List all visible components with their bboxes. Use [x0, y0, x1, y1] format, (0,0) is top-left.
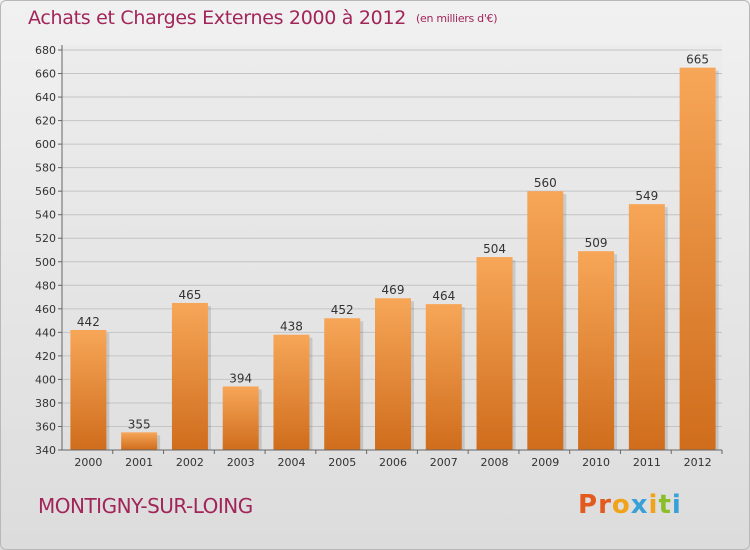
- y-tick-label: 400: [35, 373, 56, 386]
- chart-title-block: Achats et Charges Externes 2000 à 2012 (e…: [28, 7, 498, 29]
- data-label: 452: [331, 303, 354, 317]
- data-label: 504: [483, 242, 506, 256]
- logo-letter: o: [611, 490, 631, 520]
- x-tick-label: 2006: [379, 456, 407, 469]
- bar-2009: [527, 191, 564, 451]
- y-axis: 340 360 380 400 420 440 460 480 500 520 540 560 580 6…: [35, 44, 63, 457]
- data-label: 465: [178, 288, 201, 302]
- logo-letter: r: [598, 490, 612, 520]
- data-label: 464: [432, 289, 455, 303]
- data-label: 355: [128, 417, 151, 431]
- x-tick-label: 2001: [125, 456, 153, 469]
- data-label: 549: [635, 189, 658, 203]
- bar-2006: [375, 298, 411, 450]
- logo-letter: t: [658, 490, 672, 520]
- x-tick-label: 2012: [684, 456, 712, 469]
- bar-2002: [171, 302, 208, 450]
- bar-2011: [628, 204, 665, 450]
- y-tick-label: 640: [35, 91, 56, 104]
- y-tick-label: 500: [35, 256, 56, 269]
- data-label: 469: [382, 283, 405, 297]
- y-tick-label: 660: [35, 68, 56, 81]
- x-tick-label: 2005: [328, 456, 356, 469]
- y-tick-label: 680: [35, 44, 56, 57]
- bar-2003: [222, 386, 259, 450]
- logo-letter: x: [630, 490, 649, 520]
- y-tick-label: 480: [35, 279, 56, 292]
- y-tick-label: 340: [35, 444, 56, 457]
- bar-2000: [70, 330, 107, 450]
- data-label: 442: [77, 315, 100, 329]
- y-tick-label: 580: [35, 162, 56, 175]
- x-tick-label: 2003: [227, 456, 255, 469]
- y-tick-label: 620: [35, 115, 56, 128]
- x-tick-label: 2007: [430, 456, 458, 469]
- x-tick-label: 2008: [481, 456, 509, 469]
- proxiti-logo: Proxiti: [578, 490, 682, 520]
- y-tick-label: 420: [35, 350, 56, 363]
- data-label: 394: [229, 371, 252, 385]
- y-tick-label: 560: [35, 185, 56, 198]
- logo-letter: i: [648, 490, 659, 520]
- y-tick-label: 540: [35, 209, 56, 222]
- data-label: 438: [280, 320, 303, 334]
- x-tick-label: 2009: [531, 456, 559, 469]
- x-tick-label: 2004: [277, 456, 305, 469]
- bar-2012: [679, 67, 716, 450]
- y-tick-label: 380: [35, 397, 56, 410]
- logo-letter: i: [671, 490, 682, 520]
- bar-2005: [324, 318, 361, 450]
- chart-subtitle: (en milliers d'€): [416, 12, 498, 25]
- y-tick-label: 460: [35, 303, 56, 316]
- y-tick-label: 520: [35, 232, 56, 245]
- x-axis: 2000 2001 2002 2003 2004 2005 2006 2007 2008 2009…: [62, 449, 723, 469]
- x-tick-label: 2002: [176, 456, 204, 469]
- chart-title: Achats et Charges Externes 2000 à 2012: [28, 7, 407, 29]
- x-tick-label: 2010: [582, 456, 610, 469]
- bar-2001: [121, 432, 158, 450]
- y-tick-label: 360: [35, 420, 56, 433]
- bar-2010: [578, 251, 615, 450]
- bar-2004: [273, 334, 310, 450]
- x-tick-label: 2000: [74, 456, 102, 469]
- data-label: 509: [585, 236, 608, 250]
- data-label: 665: [686, 53, 709, 67]
- x-tick-label: 2011: [633, 456, 661, 469]
- bars: 442 355 465 394 438 452 469 464 504 560 509 549 665: [70, 53, 719, 451]
- bar-2008: [476, 257, 513, 450]
- y-tick-label: 600: [35, 138, 56, 151]
- logo-letter: P: [578, 490, 599, 520]
- commune-name: MONTIGNY-SUR-LOING: [38, 494, 253, 518]
- y-tick-label: 440: [35, 326, 56, 339]
- bar-2007: [425, 304, 462, 450]
- data-label: 560: [534, 176, 557, 190]
